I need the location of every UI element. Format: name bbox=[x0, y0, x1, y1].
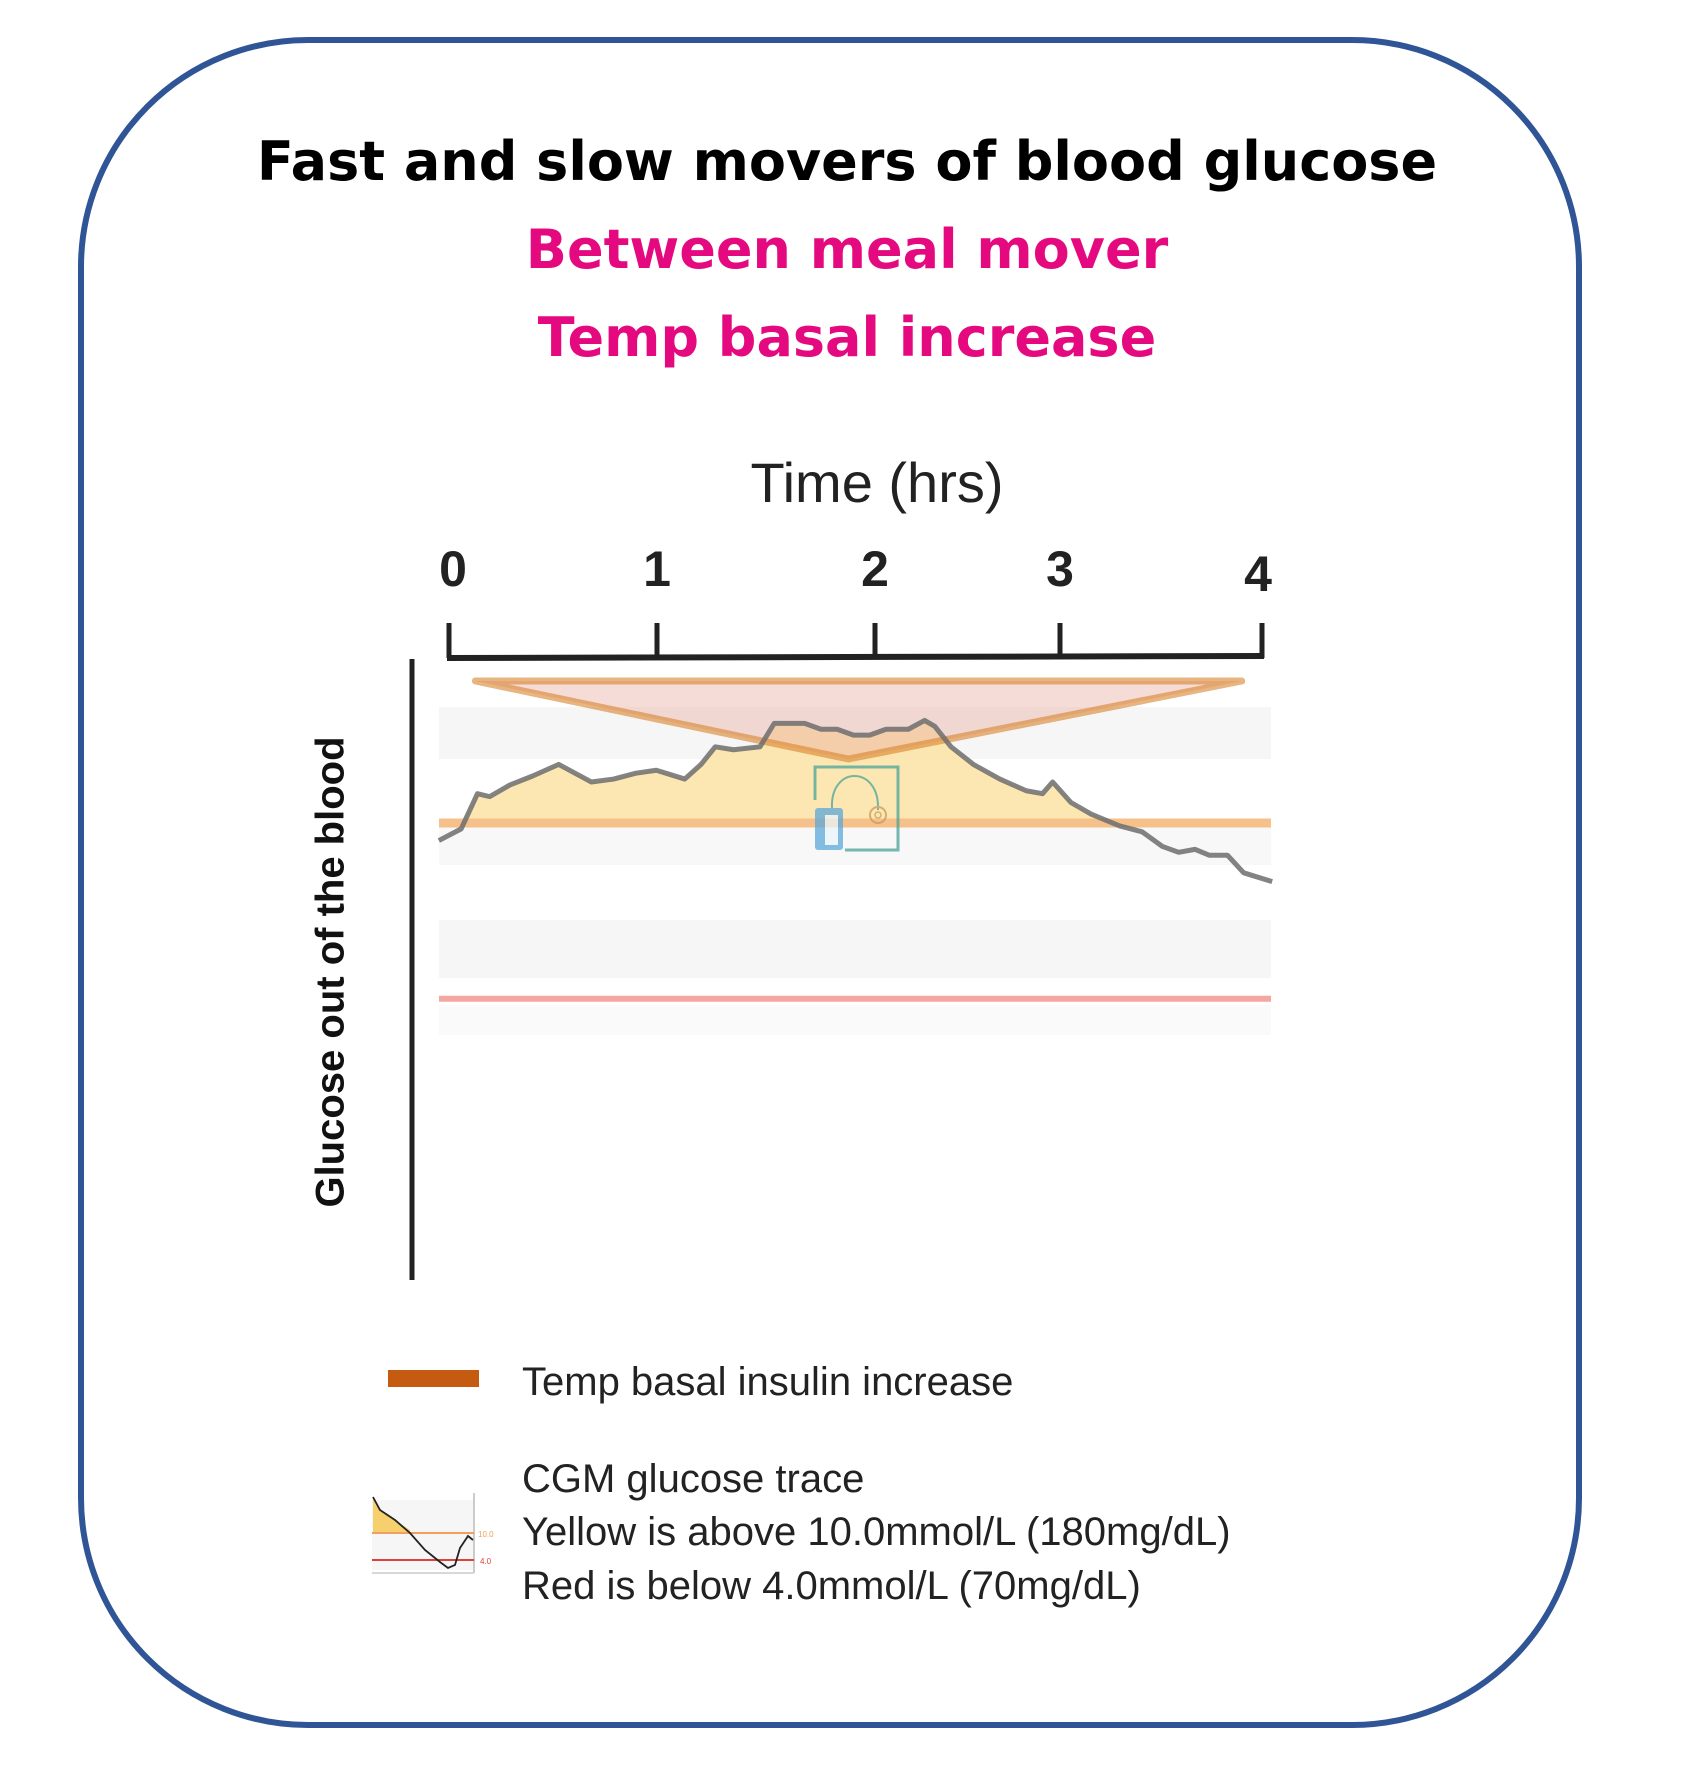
rounded-frame bbox=[78, 37, 1582, 1728]
cgm-trace bbox=[437, 717, 1273, 884]
x-tick-label: 1 bbox=[643, 541, 671, 597]
band bbox=[439, 920, 1271, 978]
legend-temp-basal: Temp basal insulin increase bbox=[522, 1360, 1014, 1404]
page-title: Fast and slow movers of blood glucose bbox=[256, 130, 1438, 193]
band bbox=[439, 1005, 1271, 1035]
temp-basal-wedge bbox=[471, 677, 1246, 763]
thumb-low-label: 4.0 bbox=[480, 1557, 492, 1566]
legend-cgm-title: CGM glucose trace bbox=[522, 1457, 865, 1501]
subtitle-temp-basal: Temp basal increase bbox=[537, 306, 1157, 369]
band bbox=[439, 823, 1271, 865]
x-tick-label: 4 bbox=[1244, 546, 1272, 602]
x-axis-label: Time (hrs) bbox=[750, 451, 1004, 514]
x-axis bbox=[446, 653, 1265, 661]
x-tick-label: 2 bbox=[861, 541, 889, 597]
insulin-pump-icon bbox=[813, 765, 900, 852]
x-tick-label: 3 bbox=[1046, 541, 1074, 597]
x-tick-label: 0 bbox=[439, 541, 467, 597]
legend-cgm-red: Red is below 4.0mmol/L (70mg/dL) bbox=[522, 1564, 1141, 1608]
thumb-high-label: 10.0 bbox=[478, 1530, 494, 1539]
subtitle-mover: Between meal mover bbox=[525, 218, 1169, 281]
legend-cgm-yellow: Yellow is above 10.0mmol/L (180mg/dL) bbox=[522, 1510, 1231, 1554]
cgm-trace-thumbnail-icon: 10.0 4.0 bbox=[372, 1493, 494, 1574]
temp-basal-legend-swatch bbox=[388, 1370, 479, 1387]
